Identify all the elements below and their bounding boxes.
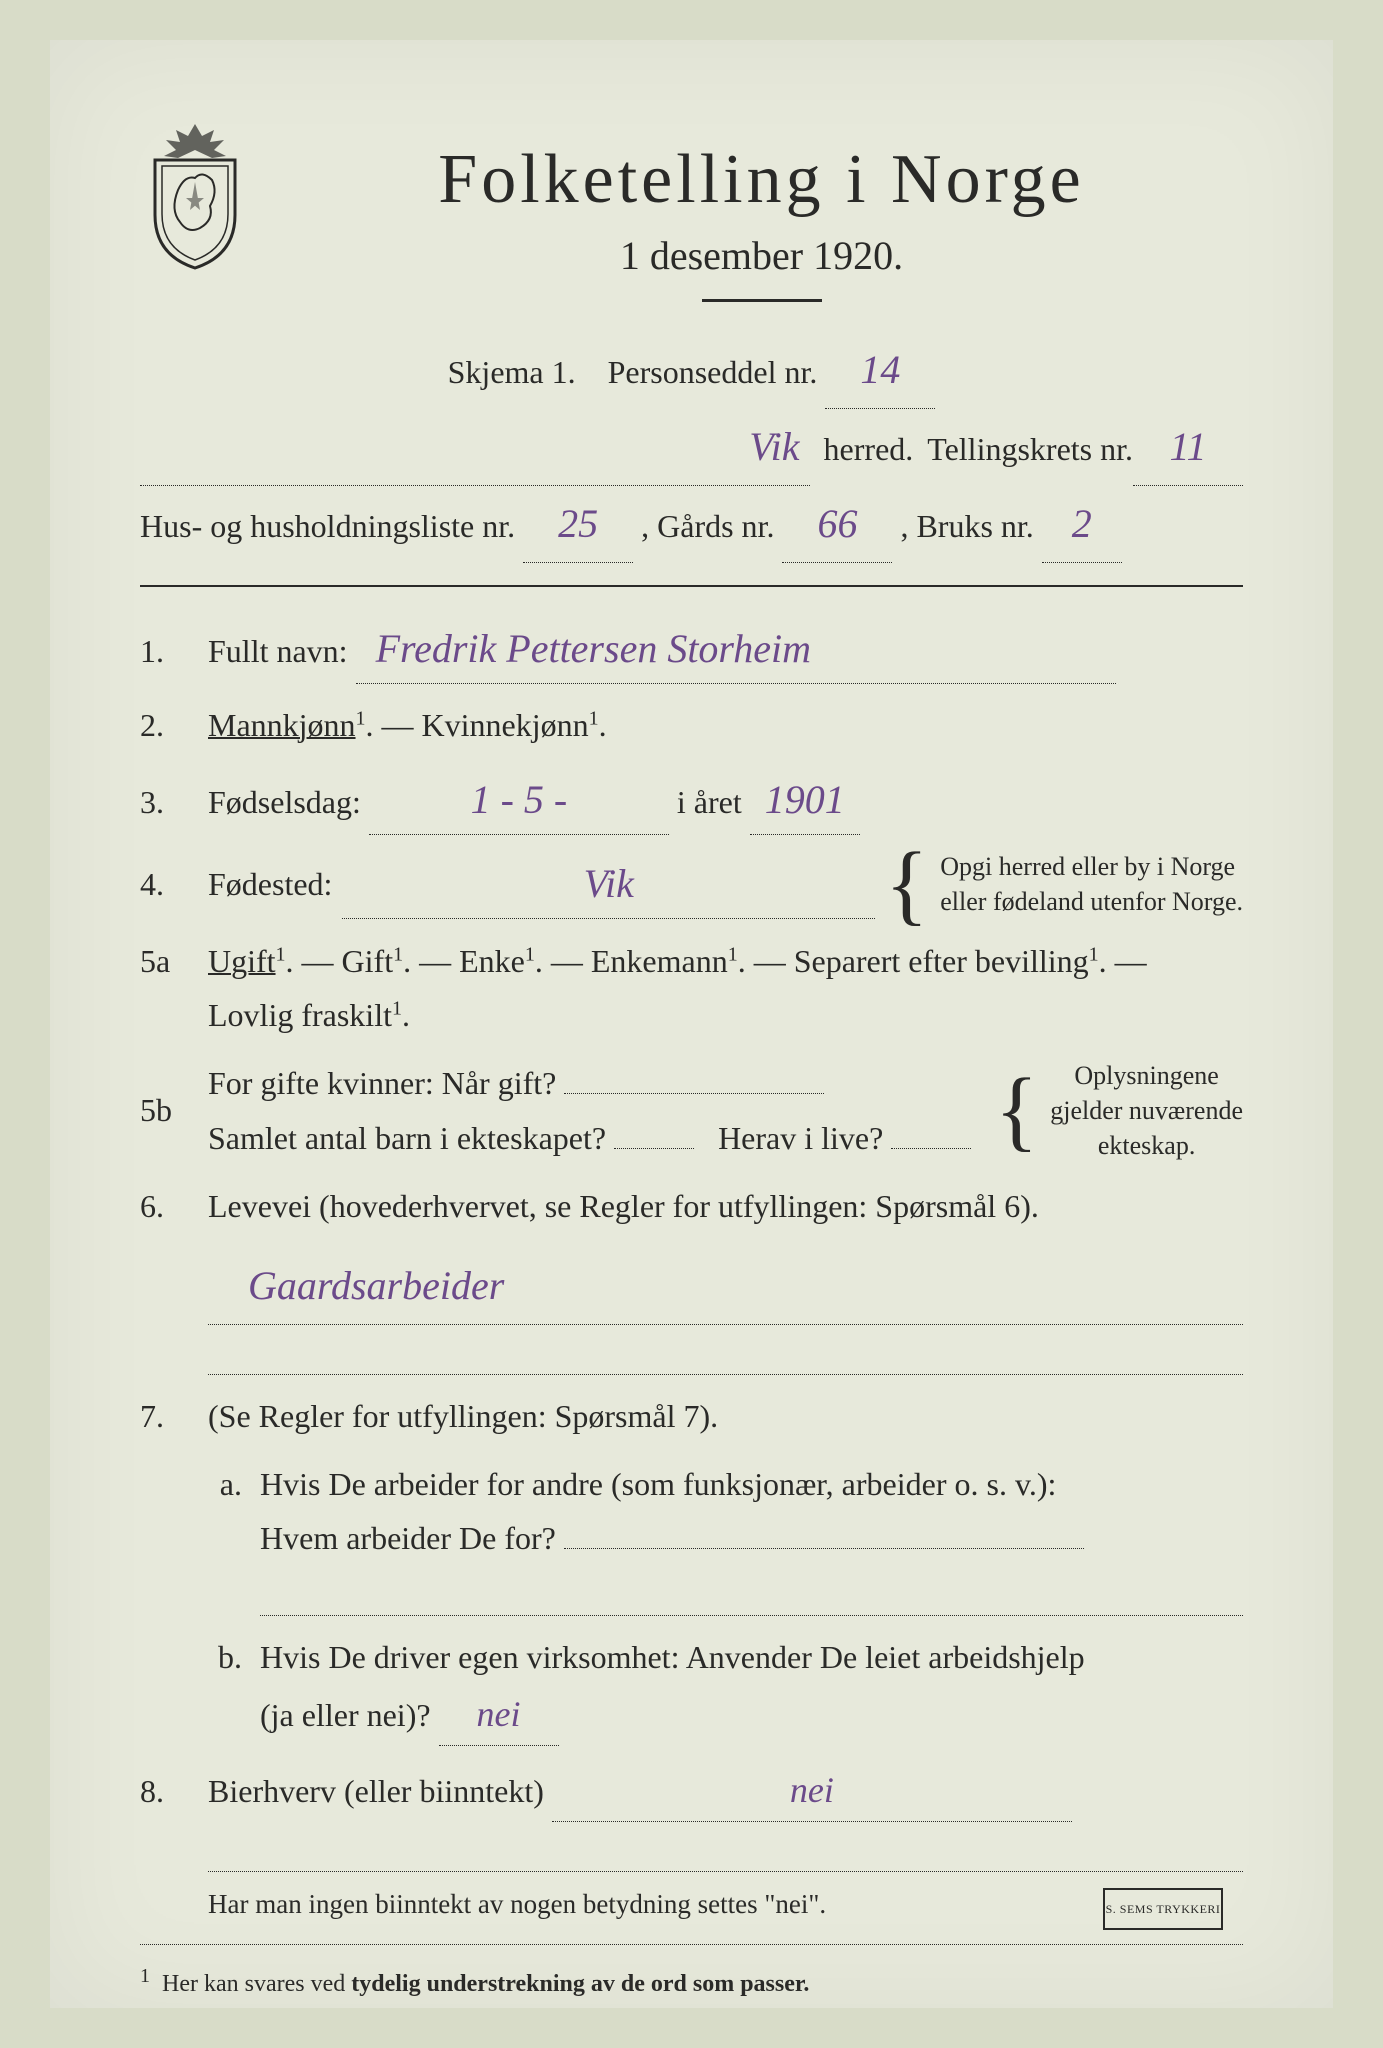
q7a-row: a. Hvis De arbeider for andre (som funks… <box>140 1457 1243 1616</box>
document-title: Folketelling i Norge <box>280 140 1243 220</box>
printer-stamp: S. SEMS TRYKKERI <box>1103 1888 1223 1930</box>
q6-label: Levevei (hovederhvervet, se Regler for u… <box>208 1188 1039 1224</box>
separator <box>140 585 1243 587</box>
q2-row: 2. Mannkjønn1. — Kvinnekjønn1. <box>140 698 1243 752</box>
q8-hint: Har man ingen biinntekt av nogen betydni… <box>208 1882 1243 1928</box>
q8-value: nei <box>552 1760 1072 1822</box>
q7b-value: nei <box>439 1684 559 1746</box>
q8-row: 8. Bierhverv (eller biinntekt) nei Har m… <box>140 1760 1243 1928</box>
q5b-l1: For gifte kvinner: Når gift? <box>208 1065 556 1101</box>
q5a-lovlig: Lovlig fraskilt <box>208 997 392 1033</box>
q7a-l1: Hvis De arbeider for andre (som funksjon… <box>260 1466 1056 1502</box>
title-block: Folketelling i Norge 1 desember 1920. <box>280 140 1243 302</box>
skjema-label: Skjema 1. <box>448 354 576 390</box>
census-form-page: Folketelling i Norge 1 desember 1920. Sk… <box>50 40 1333 2008</box>
q4-row: 4. Fødested: Vik { Opgi herred eller by … <box>140 849 1243 919</box>
q5b-l2b: Herav i live? <box>718 1120 883 1156</box>
q1-row: 1. Fullt navn: Fredrik Pettersen Storhei… <box>140 615 1243 684</box>
q3-num: 3. <box>140 784 196 821</box>
bruks-nr: 2 <box>1042 486 1122 563</box>
q2-mann: Mannkjønn <box>208 707 356 743</box>
q8-num: 8. <box>140 1773 196 1810</box>
tellingskrets-nr: 11 <box>1133 409 1243 486</box>
q7b-row: b. Hvis De driver egen virksomhet: Anven… <box>140 1630 1243 1747</box>
q5a-separert: Separert efter bevilling <box>794 943 1089 979</box>
herred-label: herred. <box>810 419 928 480</box>
q6-value: Gaardsarbeider <box>208 1244 1243 1325</box>
q4-note: { Opgi herred eller by i Norge eller fød… <box>885 849 1243 919</box>
q7b-l1: Hvis De driver egen virksomhet: Anvender… <box>260 1639 1085 1675</box>
coat-of-arms-icon <box>140 120 250 270</box>
hus-line: Hus- og husholdningsliste nr. 25 , Gårds… <box>140 486 1243 563</box>
personseddel-label: Personseddel nr. <box>608 354 818 390</box>
q2-kvinne: Kvinnekjønn <box>422 707 589 743</box>
q2-num: 2. <box>140 707 196 744</box>
q5b-row: 5b For gifte kvinner: Når gift? Samlet a… <box>140 1056 1243 1165</box>
q7a-l2: Hvem arbeider De for? <box>260 1520 556 1556</box>
q5a-ugift: Ugift <box>208 943 276 979</box>
title-divider <box>702 299 822 302</box>
footnote: 1 Her kan svares ved tydelig understrekn… <box>140 1965 1243 1998</box>
q7-num: 7. <box>140 1398 196 1435</box>
q6-num: 6. <box>140 1188 196 1225</box>
hus-nr: 25 <box>523 486 633 563</box>
q8-label: Bierhverv (eller biinntekt) <box>208 1773 544 1809</box>
q4-value: Vik <box>342 850 875 919</box>
q7a-value <box>564 1548 1084 1549</box>
header: Folketelling i Norge 1 desember 1920. <box>140 140 1243 302</box>
q5a-row: 5a Ugift1. — Gift1. — Enke1. — Enkemann1… <box>140 934 1243 1043</box>
q3-label: Fødselsdag: <box>208 784 361 820</box>
q4-num: 4. <box>140 866 196 903</box>
q5a-gift: Gift <box>342 943 394 979</box>
q7-row: 7. (Se Regler for utfyllingen: Spørsmål … <box>140 1389 1243 1443</box>
q3-row: 3. Fødselsdag: 1 - 5 - i året 1901 <box>140 766 1243 835</box>
q5b-num: 5b <box>140 1092 196 1129</box>
q6-row: 6. Levevei (hovederhvervet, se Regler fo… <box>140 1179 1243 1374</box>
q7b-l2: (ja eller nei)? <box>260 1697 431 1733</box>
q5b-gift-year <box>564 1093 824 1094</box>
herred-line: Vik herred. Tellingskrets nr. 11 <box>140 409 1243 486</box>
footnote-separator <box>140 1944 1243 1945</box>
document-subtitle: 1 desember 1920. <box>280 232 1243 279</box>
q3-year-label: i året <box>677 784 742 820</box>
q3-day: 1 - 5 - <box>369 766 669 835</box>
q6-blank <box>208 1331 1243 1375</box>
q8-blank <box>208 1828 1243 1872</box>
q5a-num: 5a <box>140 943 196 980</box>
q1-value: Fredrik Pettersen Storheim <box>356 615 1116 684</box>
tellingskrets-label: Tellingskrets nr. <box>927 419 1133 480</box>
q7a-blank <box>260 1572 1243 1616</box>
q5b-live <box>891 1148 971 1149</box>
gards-label: , Gårds nr. <box>641 508 774 544</box>
q7a-num: a. <box>208 1466 248 1503</box>
hus-label: Hus- og husholdningsliste nr. <box>140 508 515 544</box>
q5b-note: { Oplysningene gjelder nuværende ekteska… <box>995 1058 1243 1163</box>
q1-num: 1. <box>140 633 196 670</box>
q3-year: 1901 <box>750 766 860 835</box>
q7-label: (Se Regler for utfyllingen: Spørsmål 7). <box>208 1398 718 1434</box>
q7b-num: b. <box>208 1639 248 1676</box>
herred-value: Vik <box>749 424 799 469</box>
q5b-barn <box>614 1148 694 1149</box>
q5b-l2a: Samlet antal barn i ekteskapet? <box>208 1120 606 1156</box>
bruks-label: , Bruks nr. <box>900 508 1033 544</box>
gards-nr: 66 <box>782 486 892 563</box>
personseddel-nr: 14 <box>825 332 935 409</box>
q5a-enkemann: Enkemann <box>591 943 728 979</box>
q1-label: Fullt navn: <box>208 633 348 669</box>
skjema-line: Skjema 1. Personseddel nr. 14 <box>140 332 1243 409</box>
q4-label: Fødested: <box>208 857 332 911</box>
q5a-enke: Enke <box>459 943 525 979</box>
